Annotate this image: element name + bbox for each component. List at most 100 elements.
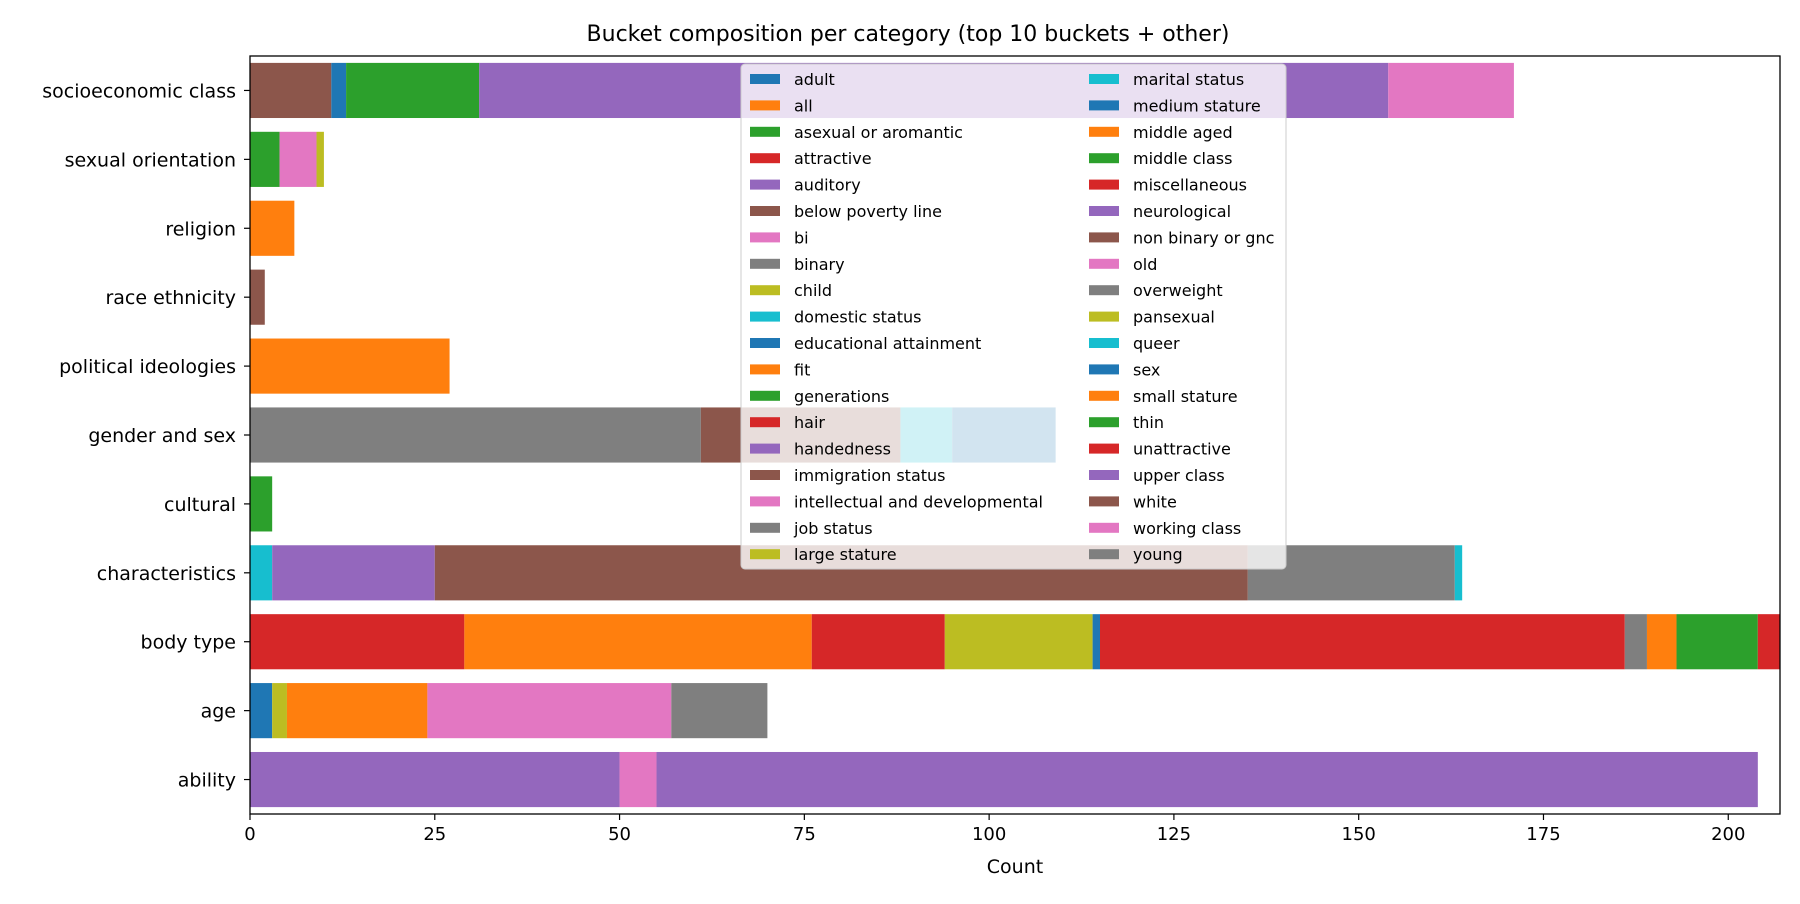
legend-swatch	[1089, 232, 1119, 243]
chart-title: Bucket composition per category (top 10 …	[587, 22, 1230, 47]
bar-segment	[250, 683, 273, 739]
legend-label: overweight	[1133, 281, 1223, 300]
x-tick-label: 50	[608, 824, 631, 845]
legend-label: all	[794, 96, 813, 115]
legend-swatch	[1089, 100, 1119, 111]
bar-segment	[250, 338, 450, 394]
bar-segment	[1388, 62, 1514, 119]
legend-label: marital status	[1133, 70, 1244, 89]
legend-swatch	[750, 206, 780, 216]
legend-swatch	[750, 126, 780, 137]
x-tick-label: 100	[972, 824, 1006, 845]
legend-swatch	[1089, 126, 1119, 137]
legend-box	[740, 63, 1287, 570]
legend-swatch	[750, 338, 780, 348]
legend-swatch	[750, 311, 780, 322]
bar-segment	[272, 545, 435, 601]
y-tick-label: characteristics	[97, 563, 236, 585]
legend-swatch	[750, 232, 780, 243]
bar-segment	[1100, 614, 1625, 670]
legend-swatch	[1089, 285, 1119, 296]
legend-swatch	[750, 417, 780, 428]
legend-swatch	[1089, 470, 1119, 480]
bar-segment	[1757, 614, 1780, 670]
legend-label: non binary or gnc	[1133, 228, 1274, 247]
y-tick-label: political ideologies	[59, 356, 236, 378]
legend-swatch	[750, 496, 780, 507]
bar-segment	[331, 62, 347, 119]
legend-swatch	[750, 258, 780, 269]
legend-swatch	[1089, 522, 1119, 533]
bar-segment	[619, 751, 657, 808]
legend-label: adult	[794, 70, 835, 89]
legend-swatch	[750, 470, 780, 480]
legend-label: hair	[794, 413, 825, 432]
legend-label: sex	[1133, 360, 1160, 379]
x-tick-label: 200	[1711, 824, 1745, 845]
bar-segment	[671, 683, 768, 739]
bar-segment	[250, 751, 620, 808]
legend-label: below poverty line	[794, 202, 942, 221]
legend-label: thin	[1133, 413, 1164, 432]
bar-segment	[250, 476, 273, 532]
x-tick-label: 175	[1526, 824, 1560, 845]
legend-swatch	[1089, 74, 1119, 84]
legend-swatch	[1089, 364, 1119, 375]
y-tick-label: cultural	[164, 494, 236, 516]
legend-label: old	[1133, 255, 1157, 274]
legend-label: middle aged	[1133, 123, 1233, 142]
bar-segment	[250, 62, 332, 119]
bar-segment	[272, 683, 287, 739]
bar-segment	[656, 751, 1758, 808]
legend-label: attractive	[794, 149, 872, 168]
legend-label: small stature	[1133, 387, 1238, 406]
legend-swatch	[1089, 206, 1119, 216]
bar-segment	[250, 614, 465, 670]
legend-label: job status	[793, 519, 873, 538]
bar-segment	[250, 269, 265, 325]
legend-swatch	[1089, 258, 1119, 269]
legend-label: neurological	[1133, 202, 1231, 221]
y-tick-label: body type	[141, 632, 236, 654]
bar-segment	[1646, 614, 1677, 670]
y-tick-label: socioeconomic class	[42, 80, 236, 102]
bar-segment	[279, 131, 317, 187]
bar-segment	[250, 131, 280, 187]
y-tick-label: age	[201, 701, 236, 723]
x-tick-label: 150	[1342, 824, 1376, 845]
bar-segment	[1454, 545, 1463, 601]
legend-swatch	[1089, 179, 1119, 190]
bar-segment	[250, 200, 295, 256]
legend-swatch	[750, 74, 780, 84]
legend-label: queer	[1133, 334, 1180, 353]
legend-label: immigration status	[794, 466, 946, 485]
x-tick-label: 125	[1157, 824, 1191, 845]
bar-segment	[250, 545, 273, 601]
legend: adult all asexual or aromantic attractive au…	[740, 63, 1287, 570]
y-tick-label: ability	[178, 770, 236, 792]
bar-segment	[464, 614, 812, 670]
legend-label: unattractive	[1133, 440, 1231, 459]
legend-label: white	[1133, 492, 1177, 511]
bar-segment	[1624, 614, 1647, 670]
y-tick-label: religion	[165, 218, 236, 240]
x-tick-label: 75	[793, 824, 816, 845]
legend-label: fit	[794, 360, 810, 379]
legend-label: child	[794, 281, 832, 300]
legend-label: pansexual	[1133, 308, 1215, 327]
legend-swatch	[1089, 417, 1119, 428]
legend-swatch	[750, 549, 780, 560]
legend-swatch	[750, 285, 780, 296]
legend-swatch	[750, 443, 780, 454]
legend-label: asexual or aromantic	[794, 123, 963, 142]
legend-swatch	[750, 153, 780, 164]
legend-label: medium stature	[1133, 96, 1261, 115]
x-axis-label: Count	[987, 856, 1043, 878]
legend-swatch	[1089, 549, 1119, 560]
legend-swatch	[1089, 338, 1119, 348]
legend-swatch	[1089, 390, 1119, 401]
legend-label: middle class	[1133, 149, 1232, 168]
legend-label: young	[1133, 545, 1183, 564]
